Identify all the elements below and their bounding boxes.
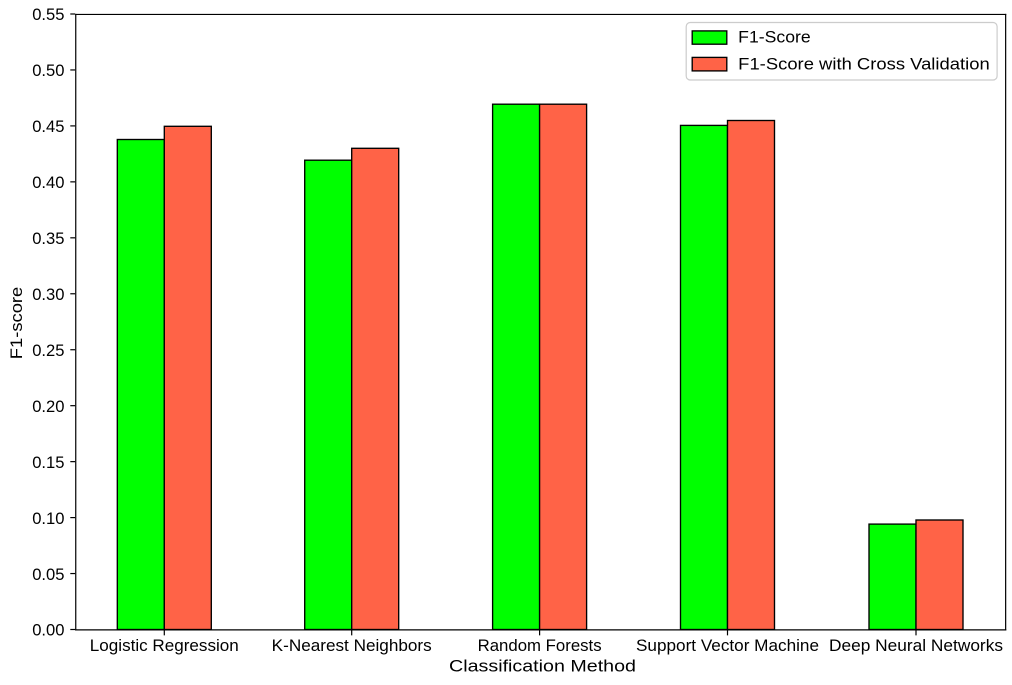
svg-text:0.50: 0.50	[32, 61, 64, 80]
svg-text:0.40: 0.40	[32, 173, 64, 192]
svg-text:K-Nearest Neighbors: K-Nearest Neighbors	[272, 636, 432, 655]
svg-text:0.10: 0.10	[32, 509, 64, 528]
svg-text:0.55: 0.55	[32, 5, 64, 24]
svg-text:F1-Score with Cross Validation: F1-Score with Cross Validation	[738, 54, 990, 73]
svg-text:0.05: 0.05	[32, 565, 64, 584]
svg-text:0.35: 0.35	[32, 229, 64, 248]
svg-text:0.00: 0.00	[32, 621, 64, 640]
svg-text:0.30: 0.30	[32, 285, 64, 304]
svg-text:Support Vector Machine: Support Vector Machine	[636, 636, 819, 655]
svg-text:0.25: 0.25	[32, 341, 64, 360]
svg-text:Logistic Regression: Logistic Regression	[90, 636, 239, 655]
svg-text:F1-score: F1-score	[7, 287, 26, 360]
svg-text:0.45: 0.45	[32, 117, 64, 136]
svg-text:F1-Score: F1-Score	[738, 27, 811, 46]
svg-text:0.20: 0.20	[32, 397, 64, 416]
svg-text:Deep Neural Networks: Deep Neural Networks	[829, 636, 1003, 655]
svg-text:Random Forests: Random Forests	[478, 636, 602, 655]
svg-text:0.15: 0.15	[32, 453, 64, 472]
svg-text:Classification Method: Classification Method	[449, 656, 636, 675]
